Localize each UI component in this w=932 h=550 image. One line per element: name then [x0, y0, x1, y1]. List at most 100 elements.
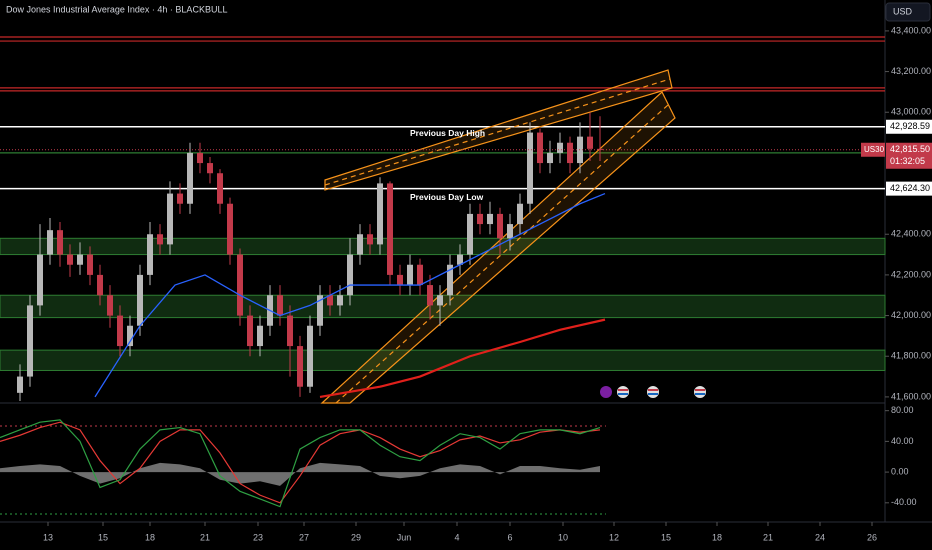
y-tick-label: 42,400.00 [891, 229, 931, 239]
y2-tick-label: 0.00 [891, 466, 909, 476]
y2-tick-label: 80.00 [891, 405, 914, 415]
candle-body [127, 325, 133, 347]
candle-body [207, 163, 213, 174]
event-icons [600, 386, 706, 398]
price-level-label: 42,928.59 [890, 121, 930, 131]
channel-upper [324, 69, 673, 191]
countdown: 01:32:05 [890, 156, 925, 166]
candle-body [497, 213, 503, 239]
candle-body [257, 325, 263, 347]
last-price-label: 42,815.50 [890, 144, 930, 154]
candle-body [587, 136, 593, 149]
candle-body [517, 203, 523, 225]
y2-tick-label: 40.00 [891, 436, 914, 446]
x-tick-label: 27 [299, 532, 309, 542]
x-tick-label: 21 [763, 532, 773, 542]
x-tick-label: 15 [661, 532, 671, 542]
candle-body [537, 132, 543, 164]
candle-body [297, 346, 303, 387]
currency-button[interactable] [885, 2, 931, 22]
x-tick-label: 18 [712, 532, 722, 542]
candle-body [77, 254, 83, 265]
candle-body [507, 224, 513, 239]
y-tick-label: 42,200.00 [891, 269, 931, 279]
y-tick-label: 42,000.00 [891, 310, 931, 320]
x-tick-label: 6 [507, 532, 512, 542]
y-tick-label: 43,000.00 [891, 107, 931, 117]
currency[interactable]: USD [893, 6, 913, 16]
price-level-name: Previous Day Low [410, 192, 484, 202]
candle-body [107, 295, 113, 316]
candle-body [287, 315, 293, 347]
candle-body [427, 285, 433, 306]
candle-body [327, 295, 333, 306]
price-level-box [886, 181, 932, 196]
osc-line [0, 421, 601, 504]
y-tick-label: 41,600.00 [891, 391, 931, 401]
candle-body [57, 230, 63, 255]
candle-body [227, 203, 233, 255]
moving-average [319, 318, 606, 398]
symbol: US30 [864, 145, 885, 154]
candle-body [567, 142, 573, 164]
symbol-box [861, 142, 885, 157]
moving-average [94, 192, 606, 398]
y-tick-label: 43,200.00 [891, 66, 931, 76]
x-tick-label: 4 [454, 532, 459, 542]
x-tick-label: 10 [558, 532, 568, 542]
x-tick-label: 21 [200, 532, 210, 542]
candle-body [317, 295, 323, 326]
channel-lower [320, 91, 676, 404]
y-tick-label: 43,400.00 [891, 25, 931, 35]
candle-body [117, 315, 123, 347]
candle-body [27, 305, 33, 377]
candle-body [187, 152, 193, 204]
candle-body [357, 234, 363, 255]
candle-body [147, 234, 153, 275]
candle-body [247, 315, 253, 347]
x-tick-label: 29 [351, 532, 361, 542]
candle-body [367, 234, 373, 245]
candle-body [407, 264, 413, 286]
candle-body [47, 230, 53, 255]
candle-body [67, 254, 73, 265]
candle-body [437, 295, 443, 306]
support-zone [0, 349, 886, 371]
price-level-box [886, 119, 932, 134]
support-zone [0, 237, 886, 256]
candle-body [177, 193, 183, 204]
y2-tick-label: -40.00 [891, 497, 917, 507]
candle-body [197, 152, 203, 164]
candle-body [557, 142, 563, 153]
candle-body [307, 325, 313, 387]
candle-body [347, 254, 353, 296]
candle-body [337, 295, 343, 306]
price-level-name: Previous Day High [410, 128, 485, 138]
x-tick-label: 24 [815, 532, 825, 542]
candle-body [167, 193, 173, 245]
candle-body [157, 234, 163, 245]
chart-title: Dow Jones Industrial Average Index · 4h … [6, 4, 227, 14]
y-tick-label: 41,800.00 [891, 351, 931, 361]
last-price-box [886, 142, 932, 169]
candle-body [237, 254, 243, 316]
x-tick-label: 26 [867, 532, 877, 542]
x-tick-label: 15 [98, 532, 108, 542]
candle-body [97, 274, 103, 296]
x-tick-label: 23 [253, 532, 263, 542]
candle-body [487, 213, 493, 225]
candle-body [547, 152, 553, 164]
x-tick-label: 13 [43, 532, 53, 542]
candle-body [397, 274, 403, 286]
candle-body [137, 274, 143, 326]
osc-histogram [0, 462, 600, 486]
candle-body [87, 254, 93, 275]
candle-body [417, 264, 423, 286]
candle-body [527, 132, 533, 204]
candle-body [277, 295, 283, 316]
candle-body [447, 264, 453, 296]
candle-body [377, 183, 383, 245]
candle-body [467, 213, 473, 255]
